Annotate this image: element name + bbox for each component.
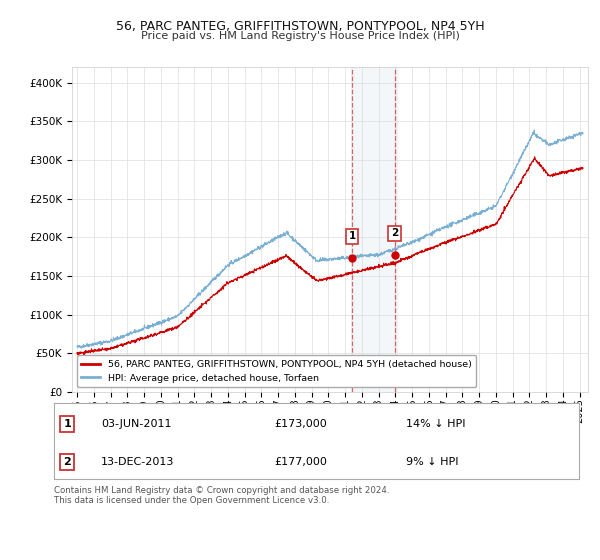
- Text: 9% ↓ HPI: 9% ↓ HPI: [406, 457, 458, 467]
- Text: £177,000: £177,000: [275, 457, 328, 467]
- Text: 14% ↓ HPI: 14% ↓ HPI: [406, 419, 465, 430]
- Text: 1: 1: [63, 419, 71, 430]
- Text: 03-JUN-2011: 03-JUN-2011: [101, 419, 172, 430]
- Text: 1: 1: [349, 231, 356, 241]
- Text: £173,000: £173,000: [275, 419, 327, 430]
- Text: Contains HM Land Registry data © Crown copyright and database right 2024.
This d: Contains HM Land Registry data © Crown c…: [54, 486, 389, 506]
- Legend: 56, PARC PANTEG, GRIFFITHSTOWN, PONTYPOOL, NP4 5YH (detached house), HPI: Averag: 56, PARC PANTEG, GRIFFITHSTOWN, PONTYPOO…: [77, 355, 476, 388]
- Text: 2: 2: [63, 457, 71, 467]
- Text: 13-DEC-2013: 13-DEC-2013: [101, 457, 175, 467]
- Bar: [351, 67, 397, 392]
- Text: 56, PARC PANTEG, GRIFFITHSTOWN, PONTYPOOL, NP4 5YH: 56, PARC PANTEG, GRIFFITHSTOWN, PONTYPOO…: [116, 20, 484, 32]
- Text: 2: 2: [391, 228, 398, 238]
- Text: Price paid vs. HM Land Registry's House Price Index (HPI): Price paid vs. HM Land Registry's House …: [140, 31, 460, 41]
